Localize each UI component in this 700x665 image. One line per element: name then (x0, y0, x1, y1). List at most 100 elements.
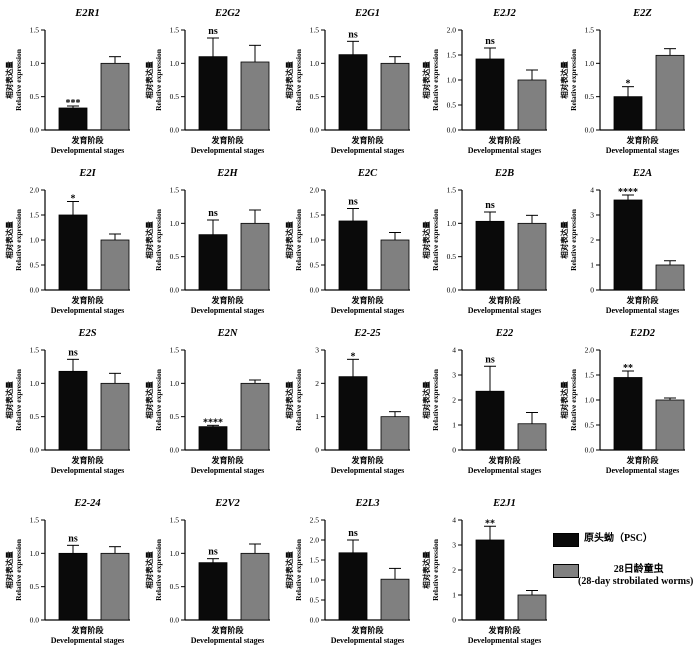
x-axis-label-en: Developmental stages (468, 146, 542, 155)
panel-e2g1: E2G1 0.0 0.5 1.0 1.5 相对表达量 Relative expression… (284, 8, 410, 155)
significance-label: ns (348, 197, 358, 208)
y-axis-label: 相对表达量 Relative expression (559, 368, 578, 431)
y-tick-label: 1.5 (30, 516, 40, 525)
y-axis-label: 相对表达量 Relative expression (421, 538, 440, 601)
panel-e2s: E2S 0.0 0.5 1.0 1.5 相对表达量 Relative expression 发… (4, 328, 130, 475)
y-tick-label: 0.5 (447, 101, 457, 110)
y-axis-label-en: Relative expression (14, 208, 23, 271)
chart-title: E2C (357, 168, 378, 179)
y-tick-label: 2.0 (30, 186, 40, 195)
bar-psc (198, 562, 228, 621)
y-axis-label-en: Relative expression (294, 368, 303, 431)
x-axis-label-cn: 发育阶段 (71, 135, 104, 145)
x-axis-label-en: Developmental stages (331, 636, 405, 645)
legend-label-worm-cn: 28日龄童虫 (613, 564, 664, 575)
bar-worm (380, 239, 410, 291)
y-tick-label: 1.0 (310, 59, 320, 68)
y-axis-label: 相对表达量 Relative expression (4, 48, 23, 111)
significance-label: ns (208, 208, 218, 219)
y-axis-label: 相对表达量 Relative expression (4, 368, 23, 431)
x-axis-label-en: Developmental stages (51, 636, 125, 645)
significance-label: **** (203, 417, 223, 428)
y-axis-label-cn: 相对表达量 (421, 381, 431, 419)
y-tick-label: 0.0 (310, 286, 320, 295)
y-tick-label: 1.0 (30, 549, 40, 558)
y-tick-label: 1.5 (30, 26, 40, 35)
y-axis-label-cn: 相对表达量 (284, 551, 294, 589)
y-tick-label: 1 (590, 261, 594, 270)
y-tick-label: 0.5 (310, 596, 320, 605)
x-axis-label-en: Developmental stages (191, 146, 265, 155)
bar-worm (240, 222, 270, 291)
legend-item-psc: 原头蚴（PSC） (553, 533, 653, 547)
chart-title: E2V2 (214, 498, 240, 509)
y-axis-label-cn: 相对表达量 (421, 221, 431, 259)
y-tick-label: 2 (590, 236, 594, 245)
y-tick-label: 2 (452, 396, 456, 405)
y-tick-label: 4 (590, 186, 594, 195)
y-axis-label: 相对表达量 Relative expression (284, 368, 303, 431)
bar-psc (475, 539, 505, 621)
significance-label: * (626, 79, 631, 90)
y-tick-label: 0.5 (585, 92, 595, 101)
chart-title: E2Z (632, 8, 652, 19)
significance-label: ** (623, 363, 633, 374)
x-axis-label-en: Developmental stages (331, 466, 405, 475)
y-tick-label: 1.0 (170, 549, 180, 558)
y-tick-label: 0.5 (30, 92, 40, 101)
y-axis-label-cn: 相对表达量 (4, 381, 14, 419)
legend: 原头蚴（PSC） 28日龄童虫 (28-day strobilated worm… (553, 530, 700, 590)
panel-e2h: E2H 0.0 0.5 1.0 1.5 相对表达量 Relative expression 发… (144, 168, 270, 315)
panel-e2r1: E2R1 0.0 0.5 1.0 1.5 相对表达量 Relative expression… (4, 8, 130, 155)
y-tick-label: 1.0 (30, 236, 40, 245)
y-tick-label: 1 (315, 412, 319, 421)
panel-e2c: E2C 0.0 0.5 1.0 1.5 2.0 相对表达量 Relative expressi… (284, 168, 410, 315)
legend-label-worm: 28日龄童虫 (28-day strobilated worms) (578, 564, 693, 588)
x-axis-label-en: Developmental stages (191, 306, 265, 315)
legend-swatch-worm (553, 564, 579, 578)
y-axis-label: 相对表达量 Relative expression (144, 538, 163, 601)
bar-psc (198, 56, 228, 131)
y-tick-label: 0.0 (585, 446, 595, 455)
x-axis-label-cn: 发育阶段 (626, 455, 659, 465)
y-axis-label-en: Relative expression (569, 368, 578, 431)
bar-psc (613, 96, 643, 131)
y-tick-label: 0.0 (310, 616, 320, 625)
y-axis-label-cn: 相对表达量 (284, 221, 294, 259)
y-axis-label: 相对表达量 Relative expression (144, 368, 163, 431)
y-tick-label: 0.5 (310, 92, 320, 101)
bar-worm (517, 79, 547, 131)
y-tick-label: 0.5 (170, 582, 180, 591)
y-axis-label: 相对表达量 Relative expression (144, 48, 163, 111)
y-tick-label: 1.5 (30, 211, 40, 220)
legend-label-worm-en: (28-day strobilated worms) (578, 576, 694, 587)
chart-title: E2I (78, 168, 96, 179)
y-tick-label: 1.0 (585, 396, 595, 405)
x-axis-label-cn: 发育阶段 (71, 295, 104, 305)
significance-label: ns (485, 36, 495, 47)
bar-worm (240, 552, 270, 621)
significance-label: ns (485, 200, 495, 211)
y-tick-label: 0.0 (585, 126, 595, 135)
bar-psc (475, 58, 505, 131)
y-tick-label: 1.0 (170, 379, 180, 388)
y-tick-label: 3 (590, 211, 594, 220)
y-tick-label: 4 (452, 516, 456, 525)
y-axis-label-en: Relative expression (431, 368, 440, 431)
y-axis-label-en: Relative expression (294, 48, 303, 111)
y-tick-label: 1.5 (310, 211, 320, 220)
x-axis-label-cn: 发育阶段 (211, 135, 244, 145)
y-tick-label: 1.0 (585, 59, 595, 68)
y-axis-label: 相对表达量 Relative expression (284, 538, 303, 601)
x-axis-label-cn: 发育阶段 (211, 455, 244, 465)
significance-label: ns (68, 533, 78, 544)
y-tick-label: 0.0 (30, 286, 40, 295)
bar-psc (338, 376, 368, 451)
chart-title: E2B (494, 168, 514, 179)
x-axis-label-cn: 发育阶段 (626, 135, 659, 145)
x-axis-label-en: Developmental stages (51, 306, 125, 315)
y-axis-label-en: Relative expression (431, 538, 440, 601)
y-axis-label-cn: 相对表达量 (421, 551, 431, 589)
